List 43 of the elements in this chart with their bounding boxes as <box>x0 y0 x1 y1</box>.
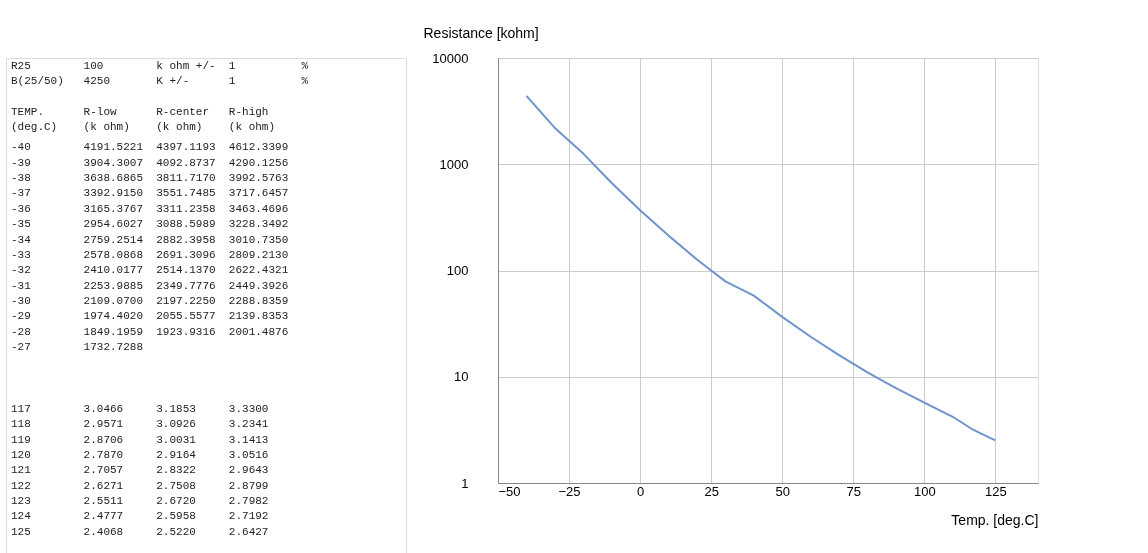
text: 118 2.9571 3.0926 3.2341 <box>11 418 269 431</box>
text: 125 2.4068 2.5220 2.6427 <box>11 525 269 538</box>
x-tick-label: −25 <box>558 483 581 499</box>
text: -34 2759.2514 2882.3958 3010.7350 <box>11 233 289 246</box>
y-axis-title: Resistance [kohm] <box>423 24 539 41</box>
text: -40 4191.5221 4397.1193 4612.3399 <box>11 141 289 154</box>
x-tick-label: 25 <box>704 483 719 499</box>
text: -37 3392.9150 3551.7485 3717.6457 <box>11 187 289 200</box>
x-tick-label: 125 <box>985 483 1007 499</box>
line-series <box>525 94 997 442</box>
y-tick-label: 1000 <box>439 156 469 172</box>
text: -38 3638.6865 3811.7170 3992.5763 <box>11 172 289 184</box>
text: -33 2578.0868 2691.3096 2809.2130 <box>11 248 289 261</box>
y-tick-label: 10000 <box>432 50 469 66</box>
y-tick-label: 10 <box>454 369 469 385</box>
text: R25 100 k ohm +/- 1 % <box>11 59 309 72</box>
x-tick-label: 50 <box>775 483 790 499</box>
text: 119 2.8706 3.0031 3.1413 <box>11 433 269 446</box>
text: -27 1732.7288 <box>11 341 144 354</box>
x-axis-title: Temp. [deg.C] <box>951 511 1039 528</box>
text: 123 2.5511 2.6720 2.7982 <box>11 495 269 508</box>
text: 122 2.6271 2.7508 2.8799 <box>11 479 269 492</box>
text: 121 2.7057 2.8322 2.9643 <box>11 464 269 477</box>
x-tick-label: 75 <box>846 483 861 499</box>
text: -32 2410.0177 2514.1370 2622.4321 <box>11 264 289 277</box>
text: -31 2253.9885 2349.7776 2449.3926 <box>11 279 289 292</box>
text: (deg.C) (k ohm) (k ohm) (k ohm) <box>11 121 276 134</box>
x-tick-label: −50 <box>498 483 521 499</box>
x-tick-label: 0 <box>636 483 645 499</box>
text: -30 2109.0700 2197.2250 2288.8359 <box>11 295 289 308</box>
text: -29 1974.4020 2055.5577 2139.8353 <box>11 310 289 323</box>
text: -35 2954.6027 3088.5989 3228.3492 <box>11 218 289 231</box>
text: -36 3165.3767 3311.2358 3463.4696 <box>11 202 289 215</box>
y-tick-label: 100 <box>446 263 469 278</box>
text: 117 3.0466 3.1853 3.3300 <box>11 402 269 415</box>
text: TEMP. R-low R-center R-high <box>11 105 269 118</box>
text: -28 1849.1959 1923.9316 2001.4876 <box>11 325 289 338</box>
text: 120 2.7870 2.9164 3.0516 <box>11 448 269 461</box>
text: B(25/50) 4250 K +/- 1 % <box>11 75 309 88</box>
y-tick-label: 1 <box>461 475 469 491</box>
text: -39 3904.3007 4092.8737 4290.1256 <box>11 156 289 169</box>
x-tick-label: 100 <box>913 483 936 499</box>
text: 124 2.4777 2.5958 2.7192 <box>11 510 269 523</box>
